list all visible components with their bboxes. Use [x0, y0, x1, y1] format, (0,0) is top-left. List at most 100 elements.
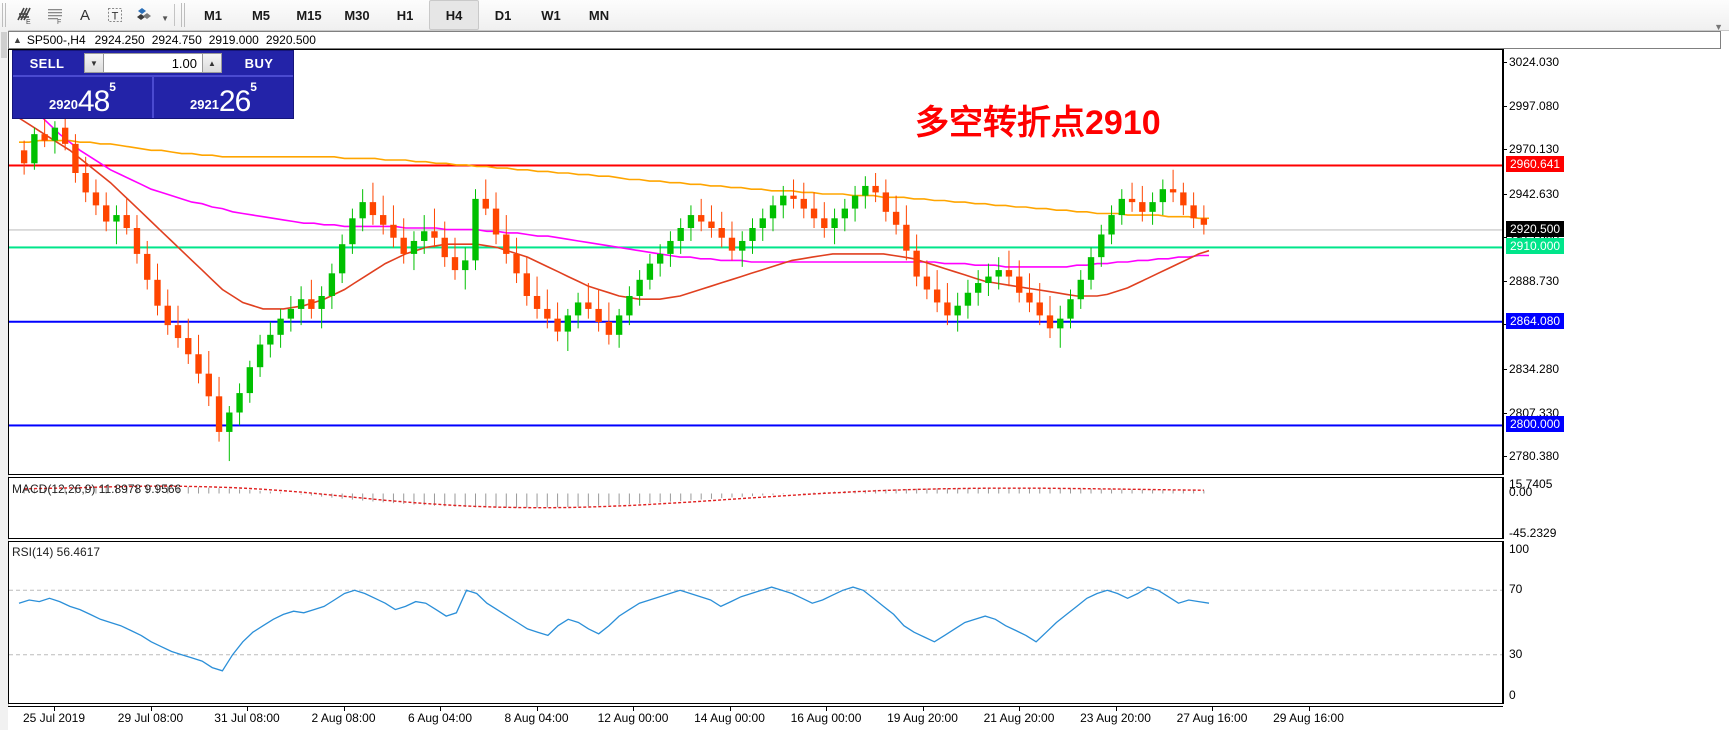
- candle-body: [585, 302, 592, 309]
- text-label-icon[interactable]: A: [79, 6, 90, 24]
- candle-body: [1057, 318, 1064, 329]
- candle-body: [267, 334, 274, 345]
- quote-close: 2920.500: [265, 33, 316, 47]
- timeframe-m1[interactable]: M1: [203, 7, 223, 23]
- candle-body: [1139, 202, 1146, 212]
- time-tick-label: 8 Aug 04:00: [504, 711, 569, 725]
- timeframe-d1[interactable]: D1: [494, 7, 512, 23]
- expert-advisor-icon[interactable]: E: [10, 1, 40, 29]
- timeframe-m5[interactable]: M5: [251, 7, 271, 23]
- candle-body: [923, 276, 931, 290]
- candle-body: [718, 228, 725, 238]
- price-level-badge[interactable]: 2910.000: [1506, 238, 1565, 255]
- candle-body: [749, 228, 756, 241]
- rsi-pane[interactable]: [8, 541, 1503, 704]
- price-tick-label: 2780.380: [1502, 449, 1560, 464]
- candle-body: [482, 198, 489, 209]
- candle-body: [913, 250, 920, 277]
- text-box-icon[interactable]: T: [100, 1, 130, 29]
- sell-button[interactable]: SELL: [29, 55, 65, 71]
- time-tick-mark: [729, 707, 731, 711]
- candle-body: [1159, 189, 1167, 203]
- timeframe-h4[interactable]: H4: [429, 0, 479, 30]
- candle-body: [1016, 276, 1023, 293]
- candle-body: [359, 202, 366, 219]
- candle-body: [1077, 279, 1084, 300]
- candle-body: [1128, 198, 1136, 203]
- rsi-canvas: [9, 586, 1502, 672]
- rsi-axis[interactable]: 100 70 30 0: [1503, 541, 1729, 704]
- candle-body: [1046, 315, 1054, 329]
- moving-average-line: [18, 117, 1210, 310]
- timeframe-mn[interactable]: MN: [588, 7, 610, 23]
- price-chart-pane[interactable]: [8, 49, 1503, 475]
- timeframe-grip[interactable]: [181, 3, 187, 27]
- toolbar-overflow-icon[interactable]: ▼: [1714, 22, 1723, 32]
- candle-body: [523, 273, 530, 296]
- candle-body: [892, 211, 900, 225]
- price-level-badge[interactable]: 2920.500: [1506, 221, 1565, 238]
- macd-axis[interactable]: 15.7405 0.00 -45.2329: [1503, 477, 1729, 540]
- price-tick-label: 3024.030: [1502, 54, 1560, 69]
- price-axis[interactable]: 3024.0302997.0802970.1302942.6302915.680…: [1502, 49, 1729, 475]
- candle-body: [800, 198, 807, 209]
- candle-body: [851, 195, 859, 209]
- time-tick-label: 16 Aug 00:00: [790, 711, 862, 725]
- timeframe-m30[interactable]: M30: [344, 7, 370, 23]
- candle-body: [215, 396, 223, 432]
- candle-body: [492, 208, 500, 235]
- price-tick-label: 2997.080: [1502, 98, 1560, 113]
- rsi-tick-label: 100: [1509, 542, 1530, 556]
- scrollbar-thumb[interactable]: [1, 32, 7, 58]
- timeframe-h1[interactable]: H1: [396, 7, 414, 23]
- sell-price-display[interactable]: 2920 48 5: [13, 77, 154, 118]
- candle-body: [41, 134, 48, 141]
- timeframe-w1[interactable]: W1: [541, 7, 561, 23]
- candle-body: [72, 143, 79, 173]
- volume-increment-icon[interactable]: ▲: [202, 53, 222, 73]
- moving-average-line: [18, 93, 1209, 268]
- chevron-down-icon[interactable]: ▼: [161, 14, 169, 23]
- timeframe-m15[interactable]: M15: [296, 7, 322, 23]
- candle-body: [123, 215, 130, 229]
- buy-price-display[interactable]: 2921 26 5: [154, 77, 293, 118]
- price-level-badge[interactable]: 2960.641: [1506, 156, 1565, 173]
- candle-body: [369, 202, 377, 216]
- toolbar-grip[interactable]: [2, 3, 8, 27]
- buy-button[interactable]: BUY: [244, 55, 274, 71]
- buy-big-figure: 2921: [190, 97, 219, 112]
- volume-input[interactable]: 1.00: [104, 53, 202, 73]
- collapse-triangle-icon[interactable]: ▲: [13, 35, 22, 45]
- candle-body: [1149, 202, 1156, 212]
- buy-pips: 26: [218, 85, 251, 119]
- time-tick-mark: [536, 707, 538, 711]
- macd-pane[interactable]: [8, 477, 1503, 539]
- candle-body: [677, 228, 684, 241]
- volume-decrement-icon[interactable]: ▼: [84, 53, 104, 73]
- time-tick-mark: [1019, 707, 1020, 711]
- time-axis[interactable]: 25 Jul 2019 29 Jul 08:00 31 Jul 08:00 2 Aug…: [8, 706, 1503, 731]
- candle-body: [831, 218, 838, 229]
- candle-body: [297, 299, 305, 309]
- candle-body: [995, 270, 1002, 277]
- macd-tick-label: 15.7405: [1509, 477, 1553, 491]
- rsi-tick-label: 70: [1509, 582, 1523, 597]
- indicators-icon[interactable]: F: [40, 1, 70, 29]
- price-level-badge[interactable]: 2800.000: [1506, 416, 1565, 433]
- time-tick-label: 21 Aug 20:00: [983, 711, 1055, 725]
- candle-body: [318, 295, 325, 309]
- price-tick-label: 2888.730: [1502, 273, 1560, 288]
- one-click-trading-panel[interactable]: SELL ▼ 1.00 ▲ BUY 2920 48 5 2921 26 5: [12, 50, 294, 119]
- candle-body: [82, 172, 89, 193]
- candle-body: [636, 279, 643, 296]
- time-tick-label: 12 Aug 00:00: [597, 711, 669, 725]
- time-tick-label: 23 Aug 20:00: [1080, 711, 1151, 725]
- sell-big-figure: 2920: [49, 97, 78, 112]
- volume-stepper[interactable]: ▼ 1.00 ▲: [84, 53, 222, 73]
- objects-list-icon[interactable]: ▼: [130, 1, 169, 29]
- candle-body: [862, 185, 869, 196]
- price-level-badge[interactable]: 2864.080: [1506, 312, 1565, 329]
- candle-body: [103, 205, 110, 222]
- rsi-indicator-label: RSI(14) 56.4617: [12, 545, 101, 559]
- macd-tick-label: -45.2329: [1509, 526, 1557, 540]
